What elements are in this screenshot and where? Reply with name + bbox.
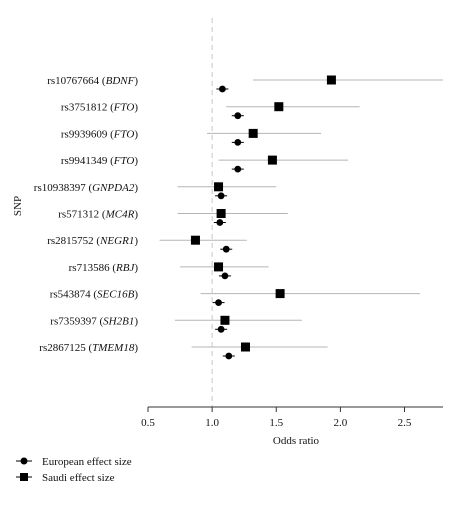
saudi-marker (267, 155, 277, 165)
european-marker (225, 352, 233, 360)
snp-label: rs543874 (SEC16B) (50, 289, 139, 301)
saudi-marker (275, 289, 285, 299)
saudi-marker (214, 182, 224, 192)
snp-label: rs2867125 (TMEM18) (39, 342, 138, 354)
confidence-interval-layer (159, 79, 443, 357)
snp-label: rs571312 (MC4R) (58, 209, 138, 221)
european-marker (234, 139, 242, 146)
snp-label: rs713586 (RBJ) (69, 262, 139, 274)
snp-label: rs7359397 (SH2B1) (50, 315, 138, 327)
snp-label: rs9941349 (FTO) (61, 155, 138, 167)
snp-label: rs2815752 (NEGR1) (47, 235, 138, 247)
legend: European effect size Saudi effect size (16, 456, 132, 484)
european-marker (215, 299, 222, 306)
x-tick-label: 2.5 (398, 417, 412, 429)
legend-label-european: European effect size (42, 456, 132, 468)
snp-label: rs3751812 (FTO) (61, 102, 138, 114)
x-tick-label: 1.0 (205, 417, 219, 429)
saudi-marker (190, 235, 200, 245)
european-marker (234, 112, 242, 120)
european-marker (221, 272, 229, 280)
snp-label: rs10767664 (BDNF) (47, 75, 138, 87)
legend-label-saudi: Saudi effect size (42, 472, 115, 484)
x-axis: 0.5 1.0 1.5 2.0 2.5 (141, 406, 443, 429)
european-marker (216, 219, 224, 226)
european-marker (217, 192, 225, 200)
marker-layer (190, 75, 336, 360)
saudi-marker (248, 128, 258, 138)
saudi-marker (326, 75, 336, 85)
saudi-marker (220, 315, 230, 325)
european-marker (234, 165, 242, 173)
snp-label: rs9939609 (FTO) (61, 128, 138, 140)
x-tick-label: 2.0 (334, 417, 348, 429)
saudi-marker (240, 342, 250, 352)
saudi-marker (214, 262, 224, 272)
saudi-marker (274, 102, 284, 112)
european-marker (218, 85, 226, 93)
snp-label-layer: rs10767664 (BDNF) rs3751812 (FTO) rs993960… (34, 75, 139, 354)
european-marker (222, 245, 230, 253)
x-tick-label: 1.5 (269, 417, 283, 429)
y-axis-title: SNP (12, 196, 24, 216)
european-marker (217, 325, 225, 333)
x-axis-title: Odds ratio (273, 435, 320, 447)
saudi-marker (216, 209, 226, 218)
x-tick-label: 0.5 (141, 417, 155, 429)
snp-label: rs10938397 (GNPDA2) (34, 182, 139, 194)
